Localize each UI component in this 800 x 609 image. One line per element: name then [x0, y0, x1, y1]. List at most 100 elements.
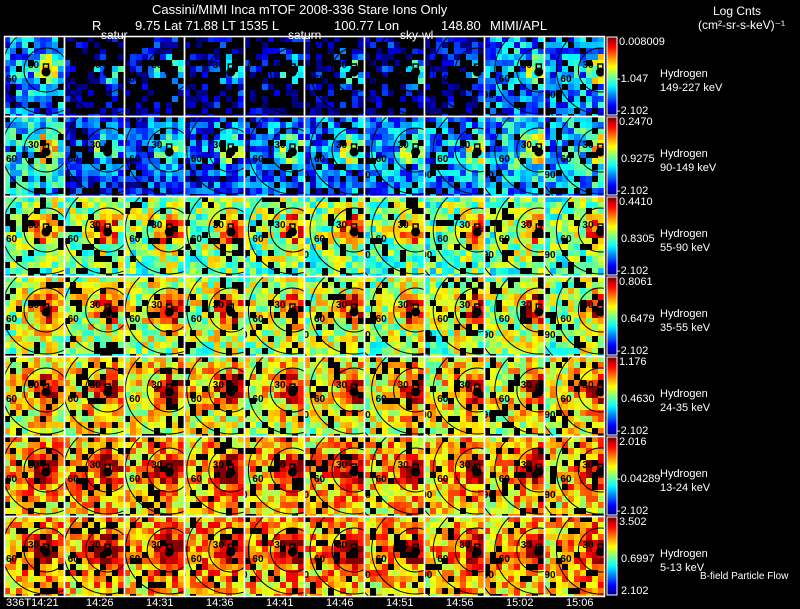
image-cell-r5-c7 — [424, 436, 484, 516]
contour-label-60: 60 — [437, 554, 449, 565]
image-cell-r0-c1 — [64, 36, 124, 116]
saturn-icon — [472, 543, 482, 557]
species-name: Hydrogen — [660, 388, 708, 400]
contour-label-60: 60 — [314, 394, 326, 405]
saturn-icon — [164, 63, 174, 77]
saturn-icon — [534, 383, 544, 397]
image-cell-r2-c6 — [364, 196, 424, 276]
contour-label-90: 90 — [483, 250, 495, 261]
energy-range: 55-90 keV — [660, 242, 711, 254]
saturn-icon — [103, 303, 113, 317]
contour-label-90: 90 — [0, 170, 2, 181]
contour-label-60: 60 — [68, 554, 80, 565]
colorbar-min-label: -2.102 — [617, 505, 649, 517]
cell-frame — [543, 515, 606, 598]
contour-label-60: 60 — [560, 554, 572, 565]
contour-label-30: 30 — [213, 460, 225, 471]
saturn-icon — [164, 463, 174, 477]
contour-label-90: 90 — [483, 490, 495, 501]
saturn-icon — [287, 223, 297, 237]
time-label: 14:36 — [206, 597, 234, 609]
contour-label-30: 30 — [151, 460, 163, 471]
saturn-icon — [226, 383, 236, 397]
image-cell-r5-c4 — [244, 436, 304, 516]
colorbar-max-label: 1.176 — [619, 356, 647, 368]
image-cell-r2-c3 — [184, 196, 244, 276]
saturn-icon — [411, 143, 421, 157]
contour-label-90: 90 — [483, 330, 495, 341]
contour-label-60: 60 — [499, 74, 511, 85]
colorbar-max-label: 0.008009 — [619, 36, 665, 48]
units-line1: Log Cnts — [713, 4, 762, 18]
bfield-note: B-field Particle Flow — [700, 571, 789, 582]
time-label: 14:51 — [386, 597, 414, 609]
contour-label-90: 90 — [544, 170, 556, 181]
contour-label-30: 30 — [274, 460, 286, 471]
units-line2: (cm²-sr-s-keV)⁻¹ — [698, 18, 785, 32]
image-cell-r3-c7 — [424, 276, 484, 356]
saturn-icon — [595, 303, 604, 317]
contour-label-30: 30 — [521, 220, 533, 231]
image-cell-r5-c8 — [484, 436, 544, 516]
image-cell-r6-c0 — [4, 516, 64, 596]
energy-range: 90-149 keV — [660, 162, 717, 174]
colorbar-max-label: 0.2470 — [619, 116, 653, 128]
contour-label-60: 60 — [191, 394, 203, 405]
contour-label-60: 60 — [252, 74, 264, 85]
image-cell-r1-c0 — [4, 116, 64, 196]
image-cell-r1-c2 — [124, 116, 184, 196]
contour-label-90: 90 — [544, 250, 556, 261]
contour-label-90: 90 — [421, 330, 433, 341]
saturn-icon — [349, 543, 359, 557]
species-name: Hydrogen — [660, 148, 708, 160]
contour-label-30: 30 — [398, 220, 410, 231]
saturn-icon — [349, 143, 359, 157]
contour-label-30: 30 — [582, 540, 594, 551]
contour-label-90: 90 — [298, 250, 310, 261]
contour-label-30: 30 — [274, 220, 286, 231]
contour-label-60: 60 — [252, 394, 264, 405]
contour-label-30: 30 — [459, 540, 471, 551]
l-value: 148.80 — [441, 18, 481, 33]
colorbar-mid-label: -0.04289 — [617, 473, 661, 485]
time-label: 336T14:21 — [6, 597, 59, 609]
contour-label-30: 30 — [398, 60, 410, 71]
saturn-icon — [411, 63, 421, 77]
contour-label-30: 30 — [582, 60, 594, 71]
contour-label-60: 60 — [68, 474, 80, 485]
colorbar-min-label: -2.102 — [617, 185, 649, 197]
image-cell-r3-c9 — [544, 276, 604, 356]
image-cell-r5-c1 — [64, 436, 124, 516]
contour-label-60: 60 — [437, 234, 449, 245]
saturn-icon — [164, 303, 174, 317]
contour-label-30: 30 — [90, 380, 102, 391]
contour-label-30: 30 — [336, 60, 348, 71]
contour-label-30: 30 — [28, 460, 40, 471]
image-cell-r0-c0 — [4, 36, 64, 116]
image-cell-r6-c9 — [544, 516, 604, 596]
species-name: Hydrogen — [660, 468, 708, 480]
contour-label-90: 90 — [0, 250, 2, 261]
image-cell-r2-c4 — [244, 196, 304, 276]
contour-label-90: 90 — [360, 170, 372, 181]
colorbar-min-label: -2.102 — [617, 105, 649, 117]
saturn-icon — [411, 223, 421, 237]
contour-label-60: 60 — [376, 314, 388, 325]
contour-label-30: 30 — [336, 140, 348, 151]
energy-range: 24-35 keV — [660, 402, 711, 414]
contour-label-60: 60 — [376, 234, 388, 245]
saturn-icon — [411, 383, 421, 397]
contour-label-60: 60 — [6, 74, 18, 85]
saturn-icon — [41, 223, 51, 237]
image-cell-r3-c6 — [364, 276, 424, 356]
image-cell-r3-c2 — [124, 276, 184, 356]
saturn-icon — [103, 383, 113, 397]
contour-label-90: 90 — [0, 490, 2, 501]
saturn-icon — [226, 463, 236, 477]
image-cell-r3-c1 — [64, 276, 124, 356]
contour-label-60: 60 — [6, 154, 18, 165]
colorbar-max-label: 3.502 — [619, 516, 647, 528]
image-cell-r6-c2 — [124, 516, 184, 596]
saturn-icon — [534, 543, 544, 557]
contour-label-30: 30 — [521, 140, 533, 151]
